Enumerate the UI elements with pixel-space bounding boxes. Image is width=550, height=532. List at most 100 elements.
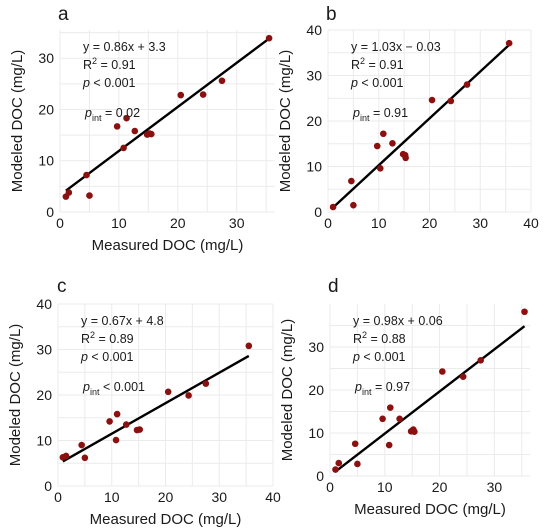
data-point	[120, 144, 127, 152]
data-point	[463, 81, 471, 88]
r2-symbol: R	[81, 332, 90, 346]
equation-annotation: y = 1.03x − 0.03	[351, 40, 441, 54]
y-tick-label: 30	[308, 339, 324, 355]
x-tick-label: 20	[158, 489, 174, 505]
y-axis-label: Modeled DOC (mg/L)	[7, 324, 24, 467]
r2-annotation: R2 = 0.91	[351, 56, 404, 72]
p-symbol: p	[80, 350, 88, 364]
r2-annotation: R2 = 0.89	[81, 330, 134, 346]
equation-annotation: y = 0.67x + 4.8	[81, 314, 164, 328]
data-point	[123, 114, 130, 122]
pint-symbol: p	[82, 380, 90, 394]
r2-annotation: R2 = 0.88	[353, 330, 406, 346]
panel-label: b	[326, 4, 337, 25]
r2-symbol: R	[83, 58, 92, 72]
pint-annotation: pint = 0.97	[354, 380, 410, 397]
y-tick-label: 0	[44, 478, 52, 494]
data-point	[113, 410, 121, 418]
x-tick-label: 30	[472, 215, 488, 231]
data-point	[106, 418, 113, 425]
p-value: < 0.001	[90, 76, 136, 90]
r2-superscript: 2	[362, 330, 367, 340]
panel-label: c	[57, 276, 67, 297]
panel-d: d 0 10 20 30 0 10 20 30 Measured DOC (mg/L) Modele…	[279, 276, 530, 518]
y-tick-label: 0	[46, 204, 54, 220]
x-tick-label: 40	[523, 215, 539, 231]
x-tick-label: 30	[229, 215, 245, 231]
y-tick-label: 20	[36, 387, 52, 403]
x-tick-label: 0	[324, 215, 332, 231]
p-annotation: p < 0.001	[352, 350, 406, 364]
r2-value: = 0.91	[97, 58, 136, 72]
x-axis-label: Measured DOC (mg/L)	[92, 237, 244, 254]
y-tick-label: 30	[306, 68, 322, 84]
x-tick-label: 20	[170, 215, 186, 231]
data-point	[199, 91, 207, 98]
data-point	[385, 441, 393, 449]
data-point	[202, 380, 210, 387]
data-point	[81, 454, 89, 462]
pint-symbol: p	[84, 106, 92, 120]
data-point	[380, 130, 387, 138]
x-axis-label: Measured DOC (mg/L)	[354, 501, 506, 518]
x-tick-label: 30	[211, 489, 227, 505]
data-point	[185, 392, 192, 399]
x-tick-label: 10	[377, 479, 393, 495]
y-tick-label: 0	[316, 468, 324, 484]
y-axis-label: Modeled DOC (mg/L)	[277, 50, 294, 193]
data-point	[477, 357, 484, 364]
pint-value: = 0.02	[101, 106, 140, 120]
y-tick-label: 20	[308, 382, 324, 398]
data-point	[389, 139, 396, 147]
x-tick-label: 10	[111, 215, 127, 231]
y-tick-label: 0	[314, 204, 322, 220]
data-point	[78, 441, 85, 449]
p-annotation: p < 0.001	[80, 350, 134, 364]
data-point	[354, 460, 361, 468]
data-point	[136, 426, 143, 433]
y-tick-label: 20	[306, 113, 322, 129]
pint-value: = 0.91	[369, 106, 408, 120]
y-tick-label: 10	[306, 159, 322, 175]
y-axis-label: Modeled DOC (mg/L)	[279, 319, 296, 462]
data-point	[332, 466, 339, 473]
data-point	[376, 165, 384, 172]
panel-label: d	[328, 276, 339, 297]
data-point	[350, 201, 357, 209]
x-tick-label: 20	[422, 215, 438, 231]
pint-symbol: p	[354, 380, 362, 394]
grid	[59, 30, 275, 213]
y-tick-label: 40	[306, 22, 322, 38]
regression-line	[65, 37, 270, 192]
p-symbol: p	[82, 76, 90, 90]
data-point	[62, 452, 70, 460]
data-point	[83, 171, 90, 179]
data-point	[113, 123, 121, 130]
data-point	[521, 308, 528, 316]
equation-annotation: y = 0.98x + 0.06	[353, 314, 443, 328]
regression-line	[332, 43, 510, 209]
x-tick-label: 10	[371, 215, 387, 231]
p-value: < 0.001	[360, 350, 406, 364]
data-point	[373, 142, 381, 150]
data-point	[112, 436, 120, 444]
r2-value: = 0.89	[95, 332, 134, 346]
pint-subscript: int	[90, 387, 100, 397]
r2-superscript: 2	[90, 330, 95, 340]
y-tick-label: 40	[36, 296, 52, 312]
x-tick-label: 20	[432, 479, 448, 495]
data-point	[218, 77, 226, 85]
p-annotation: p < 0.001	[350, 76, 404, 90]
pint-annotation: pint = 0.02	[84, 106, 140, 123]
data-point	[164, 388, 172, 396]
x-tick-label: 10	[104, 489, 120, 505]
data-point	[439, 368, 446, 375]
pint-value: < 0.001	[99, 380, 145, 394]
data-point	[329, 203, 337, 211]
data-point	[348, 177, 355, 185]
p-symbol: p	[350, 76, 358, 90]
data-point	[265, 34, 273, 42]
pint-subscript: int	[362, 387, 372, 397]
data-point	[351, 440, 359, 448]
